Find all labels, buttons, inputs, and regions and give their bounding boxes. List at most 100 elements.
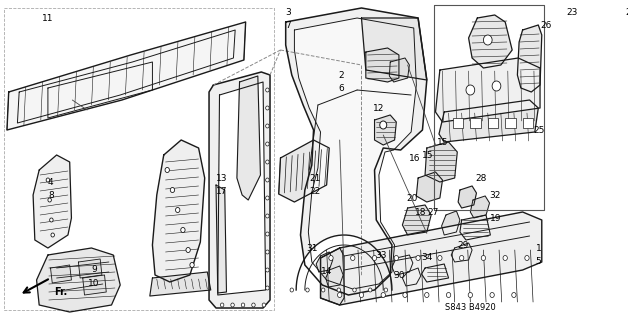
Polygon shape [216, 185, 227, 293]
Text: 30: 30 [393, 270, 404, 279]
Polygon shape [366, 48, 399, 82]
Bar [470, 118, 481, 128]
Circle shape [266, 286, 269, 290]
Text: 17: 17 [216, 187, 227, 196]
Text: 24: 24 [625, 7, 628, 17]
Polygon shape [78, 259, 102, 278]
Text: 11: 11 [42, 13, 53, 22]
Polygon shape [470, 196, 489, 218]
Text: 12: 12 [373, 103, 384, 113]
Circle shape [266, 178, 269, 182]
Polygon shape [439, 100, 538, 142]
Text: 32: 32 [489, 190, 501, 199]
Circle shape [51, 233, 55, 237]
Text: 21: 21 [309, 173, 320, 182]
Bar [453, 118, 463, 128]
Polygon shape [389, 58, 409, 82]
Text: S843 B4920: S843 B4920 [445, 303, 495, 313]
Circle shape [266, 196, 269, 200]
Polygon shape [441, 211, 460, 235]
Text: 14: 14 [320, 268, 332, 276]
Circle shape [329, 255, 333, 260]
Circle shape [46, 178, 50, 182]
Polygon shape [36, 248, 120, 312]
Text: 13: 13 [216, 173, 227, 182]
Circle shape [337, 292, 342, 298]
Polygon shape [326, 266, 343, 287]
Circle shape [350, 255, 355, 260]
Circle shape [490, 292, 494, 298]
Polygon shape [320, 248, 344, 305]
Circle shape [438, 255, 442, 260]
Text: 15: 15 [422, 150, 434, 159]
Text: 6: 6 [338, 84, 344, 92]
Polygon shape [153, 140, 205, 282]
Polygon shape [150, 272, 211, 296]
Text: 20: 20 [406, 194, 417, 203]
Text: 19: 19 [489, 213, 501, 222]
Text: 16: 16 [409, 154, 421, 163]
Circle shape [266, 124, 269, 128]
Text: Fr.: Fr. [54, 287, 67, 297]
Text: 33: 33 [376, 251, 387, 260]
Circle shape [369, 288, 372, 292]
Text: 28: 28 [475, 173, 487, 182]
Text: 5: 5 [536, 257, 541, 266]
Polygon shape [460, 215, 490, 240]
Circle shape [503, 255, 507, 260]
Circle shape [266, 106, 269, 110]
Text: 26: 26 [540, 20, 551, 29]
Circle shape [231, 303, 234, 307]
Polygon shape [279, 140, 329, 202]
Circle shape [48, 198, 51, 202]
Circle shape [290, 288, 293, 292]
Circle shape [266, 160, 269, 164]
Circle shape [460, 255, 464, 260]
Circle shape [492, 81, 501, 91]
Polygon shape [392, 255, 413, 275]
Polygon shape [237, 76, 261, 200]
Circle shape [266, 268, 269, 272]
Circle shape [175, 207, 180, 212]
Circle shape [186, 247, 190, 252]
Polygon shape [218, 82, 266, 295]
Circle shape [447, 292, 451, 298]
Circle shape [322, 288, 325, 292]
Circle shape [252, 303, 255, 307]
Text: 10: 10 [89, 278, 100, 287]
Text: 3: 3 [286, 7, 291, 17]
Polygon shape [403, 205, 431, 235]
Polygon shape [435, 58, 540, 122]
Text: 22: 22 [309, 187, 320, 196]
Circle shape [337, 288, 340, 292]
Text: 25: 25 [533, 125, 544, 134]
Circle shape [266, 142, 269, 146]
Polygon shape [374, 115, 396, 145]
Text: 27: 27 [428, 207, 439, 217]
Circle shape [416, 255, 420, 260]
Polygon shape [451, 243, 472, 262]
Bar [505, 118, 516, 128]
Text: 15: 15 [437, 138, 449, 147]
Text: 18: 18 [414, 207, 426, 217]
Text: 34: 34 [421, 253, 433, 262]
Polygon shape [362, 18, 427, 80]
Circle shape [266, 250, 269, 254]
Text: 2: 2 [338, 70, 344, 79]
Circle shape [241, 303, 245, 307]
Circle shape [165, 167, 170, 172]
Circle shape [266, 232, 269, 236]
Circle shape [262, 303, 266, 307]
Polygon shape [7, 22, 246, 130]
Circle shape [525, 255, 529, 260]
Circle shape [266, 214, 269, 218]
Polygon shape [416, 172, 443, 202]
Circle shape [468, 292, 472, 298]
Circle shape [466, 85, 475, 95]
Circle shape [394, 255, 399, 260]
Polygon shape [458, 186, 477, 208]
Circle shape [512, 292, 516, 298]
Polygon shape [403, 268, 421, 286]
Text: 23: 23 [566, 7, 578, 17]
Text: 31: 31 [306, 244, 318, 252]
